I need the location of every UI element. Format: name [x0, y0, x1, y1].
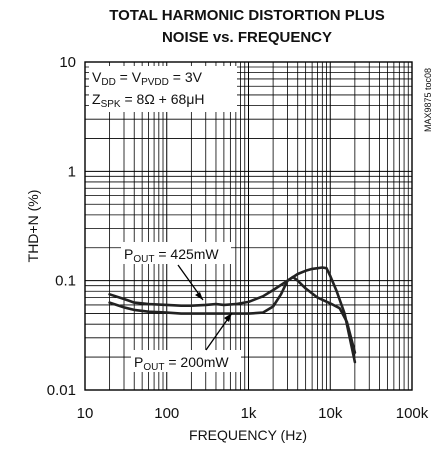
y-axis-label: THD+N (%) — [25, 190, 41, 263]
condition-vdd: VDD = VPVDD = 3V — [92, 69, 203, 88]
part-code-bg — [422, 66, 434, 136]
x-tick-label: 100 — [154, 405, 179, 422]
series-label-425-bg — [121, 242, 231, 264]
x-tick-label: 10 — [77, 405, 94, 422]
series-label-425mw: POUT = 425mW — [124, 246, 219, 265]
plot-frame — [84, 61, 413, 391]
series-line-200mw — [108, 275, 357, 354]
part-code: MAX9875 toc08 — [423, 68, 433, 132]
conditions-box — [89, 66, 237, 112]
x-tick-label: 1k — [241, 405, 257, 422]
series-line-425mw — [108, 266, 357, 364]
arrow-head-425 — [195, 292, 203, 300]
chart-title-line2: NOISE vs. FREQUENCY — [162, 29, 332, 46]
y-tick-labels: 0.01 0.1 1 10 — [47, 54, 76, 399]
condition-zspk: ZSPK = 8Ω + 68μH — [92, 91, 205, 110]
series-label-200-bg — [131, 350, 241, 372]
series-label-200mw: POUT = 200mW — [134, 354, 229, 373]
series-layer — [108, 266, 357, 364]
x-tick-label: 100k — [396, 405, 429, 422]
x-tick-label: 10k — [318, 405, 343, 422]
y-tick-label: 10 — [59, 54, 76, 71]
arrow-head-200 — [224, 313, 232, 322]
y-tick-label: 0.1 — [55, 273, 76, 290]
y-tick-label: 0.01 — [47, 382, 76, 399]
x-axis-label: FREQUENCY (Hz) — [189, 427, 307, 443]
chart-title-line1: TOTAL HARMONIC DISTORTION PLUS — [109, 7, 385, 24]
x-tick-labels: 10 100 1k 10k 100k — [77, 405, 429, 422]
y-tick-label: 1 — [68, 163, 76, 180]
